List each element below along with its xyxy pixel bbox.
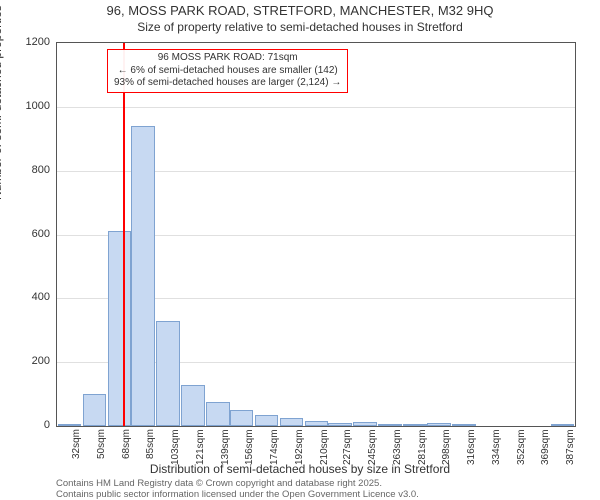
x-tick-label: 298sqm (441, 429, 452, 465)
x-tick-label: 121sqm (195, 429, 206, 465)
x-tick-label: 352sqm (516, 429, 527, 465)
annotation-box: 96 MOSS PARK ROAD: 71sqm ← 6% of semi-de… (107, 49, 348, 93)
histogram-bar (328, 423, 352, 426)
x-tick-label: 387sqm (565, 429, 576, 465)
x-tick-label: 103sqm (170, 429, 181, 465)
x-tick-label: 281sqm (417, 429, 428, 465)
histogram-bar (230, 410, 254, 426)
x-tick-label: 85sqm (145, 429, 156, 459)
y-tick-label: 1200 (0, 36, 50, 48)
x-tick-label: 334sqm (491, 429, 502, 465)
x-tick-label: 156sqm (244, 429, 255, 465)
annotation-line2: ← 6% of semi-detached houses are smaller… (114, 65, 341, 78)
footer-line2: Contains public sector information licen… (56, 490, 419, 500)
histogram-bar (305, 421, 329, 426)
reference-vline (123, 43, 125, 426)
y-gridline (57, 107, 575, 108)
y-tick-label: 800 (0, 164, 50, 176)
x-tick-label: 192sqm (294, 429, 305, 465)
histogram-bar (83, 394, 107, 426)
x-tick-label: 245sqm (367, 429, 378, 465)
histogram-bar (452, 424, 476, 426)
x-tick-label: 263sqm (392, 429, 403, 465)
histogram-bar (108, 231, 132, 426)
x-tick-label: 50sqm (96, 429, 107, 459)
y-tick-label: 200 (0, 355, 50, 367)
footer-text: Contains HM Land Registry data © Crown c… (56, 479, 419, 500)
x-tick-label: 210sqm (319, 429, 330, 465)
chart-title-line2: Size of property relative to semi-detach… (0, 20, 600, 34)
x-tick-label: 174sqm (269, 429, 280, 465)
histogram-bar (280, 418, 304, 426)
x-tick-label: 32sqm (71, 429, 82, 459)
histogram-bar (58, 424, 82, 426)
y-tick-label: 0 (0, 419, 50, 431)
histogram-bar (156, 321, 180, 426)
histogram-bar (403, 424, 427, 426)
annotation-line3: 93% of semi-detached houses are larger (… (114, 77, 341, 90)
histogram-bar (255, 415, 279, 426)
histogram-bar (378, 424, 402, 426)
y-tick-label: 600 (0, 228, 50, 240)
histogram-bar (353, 422, 377, 426)
histogram-bar (551, 424, 575, 426)
histogram-bar (131, 126, 155, 426)
x-tick-label: 68sqm (121, 429, 132, 459)
plot-area: 96 MOSS PARK ROAD: 71sqm ← 6% of semi-de… (56, 42, 576, 427)
x-tick-label: 316sqm (466, 429, 477, 465)
histogram-bar (427, 423, 451, 426)
y-tick-label: 400 (0, 291, 50, 303)
x-tick-label: 139sqm (220, 429, 231, 465)
histogram-bar (181, 385, 205, 426)
y-tick-label: 1000 (0, 100, 50, 112)
histogram-bar (206, 402, 230, 426)
annotation-line1: 96 MOSS PARK ROAD: 71sqm (114, 52, 341, 65)
chart-title-line1: 96, MOSS PARK ROAD, STRETFORD, MANCHESTE… (0, 3, 600, 18)
x-tick-label: 369sqm (540, 429, 551, 465)
chart-root: 96, MOSS PARK ROAD, STRETFORD, MANCHESTE… (0, 0, 600, 500)
x-tick-label: 227sqm (342, 429, 353, 465)
